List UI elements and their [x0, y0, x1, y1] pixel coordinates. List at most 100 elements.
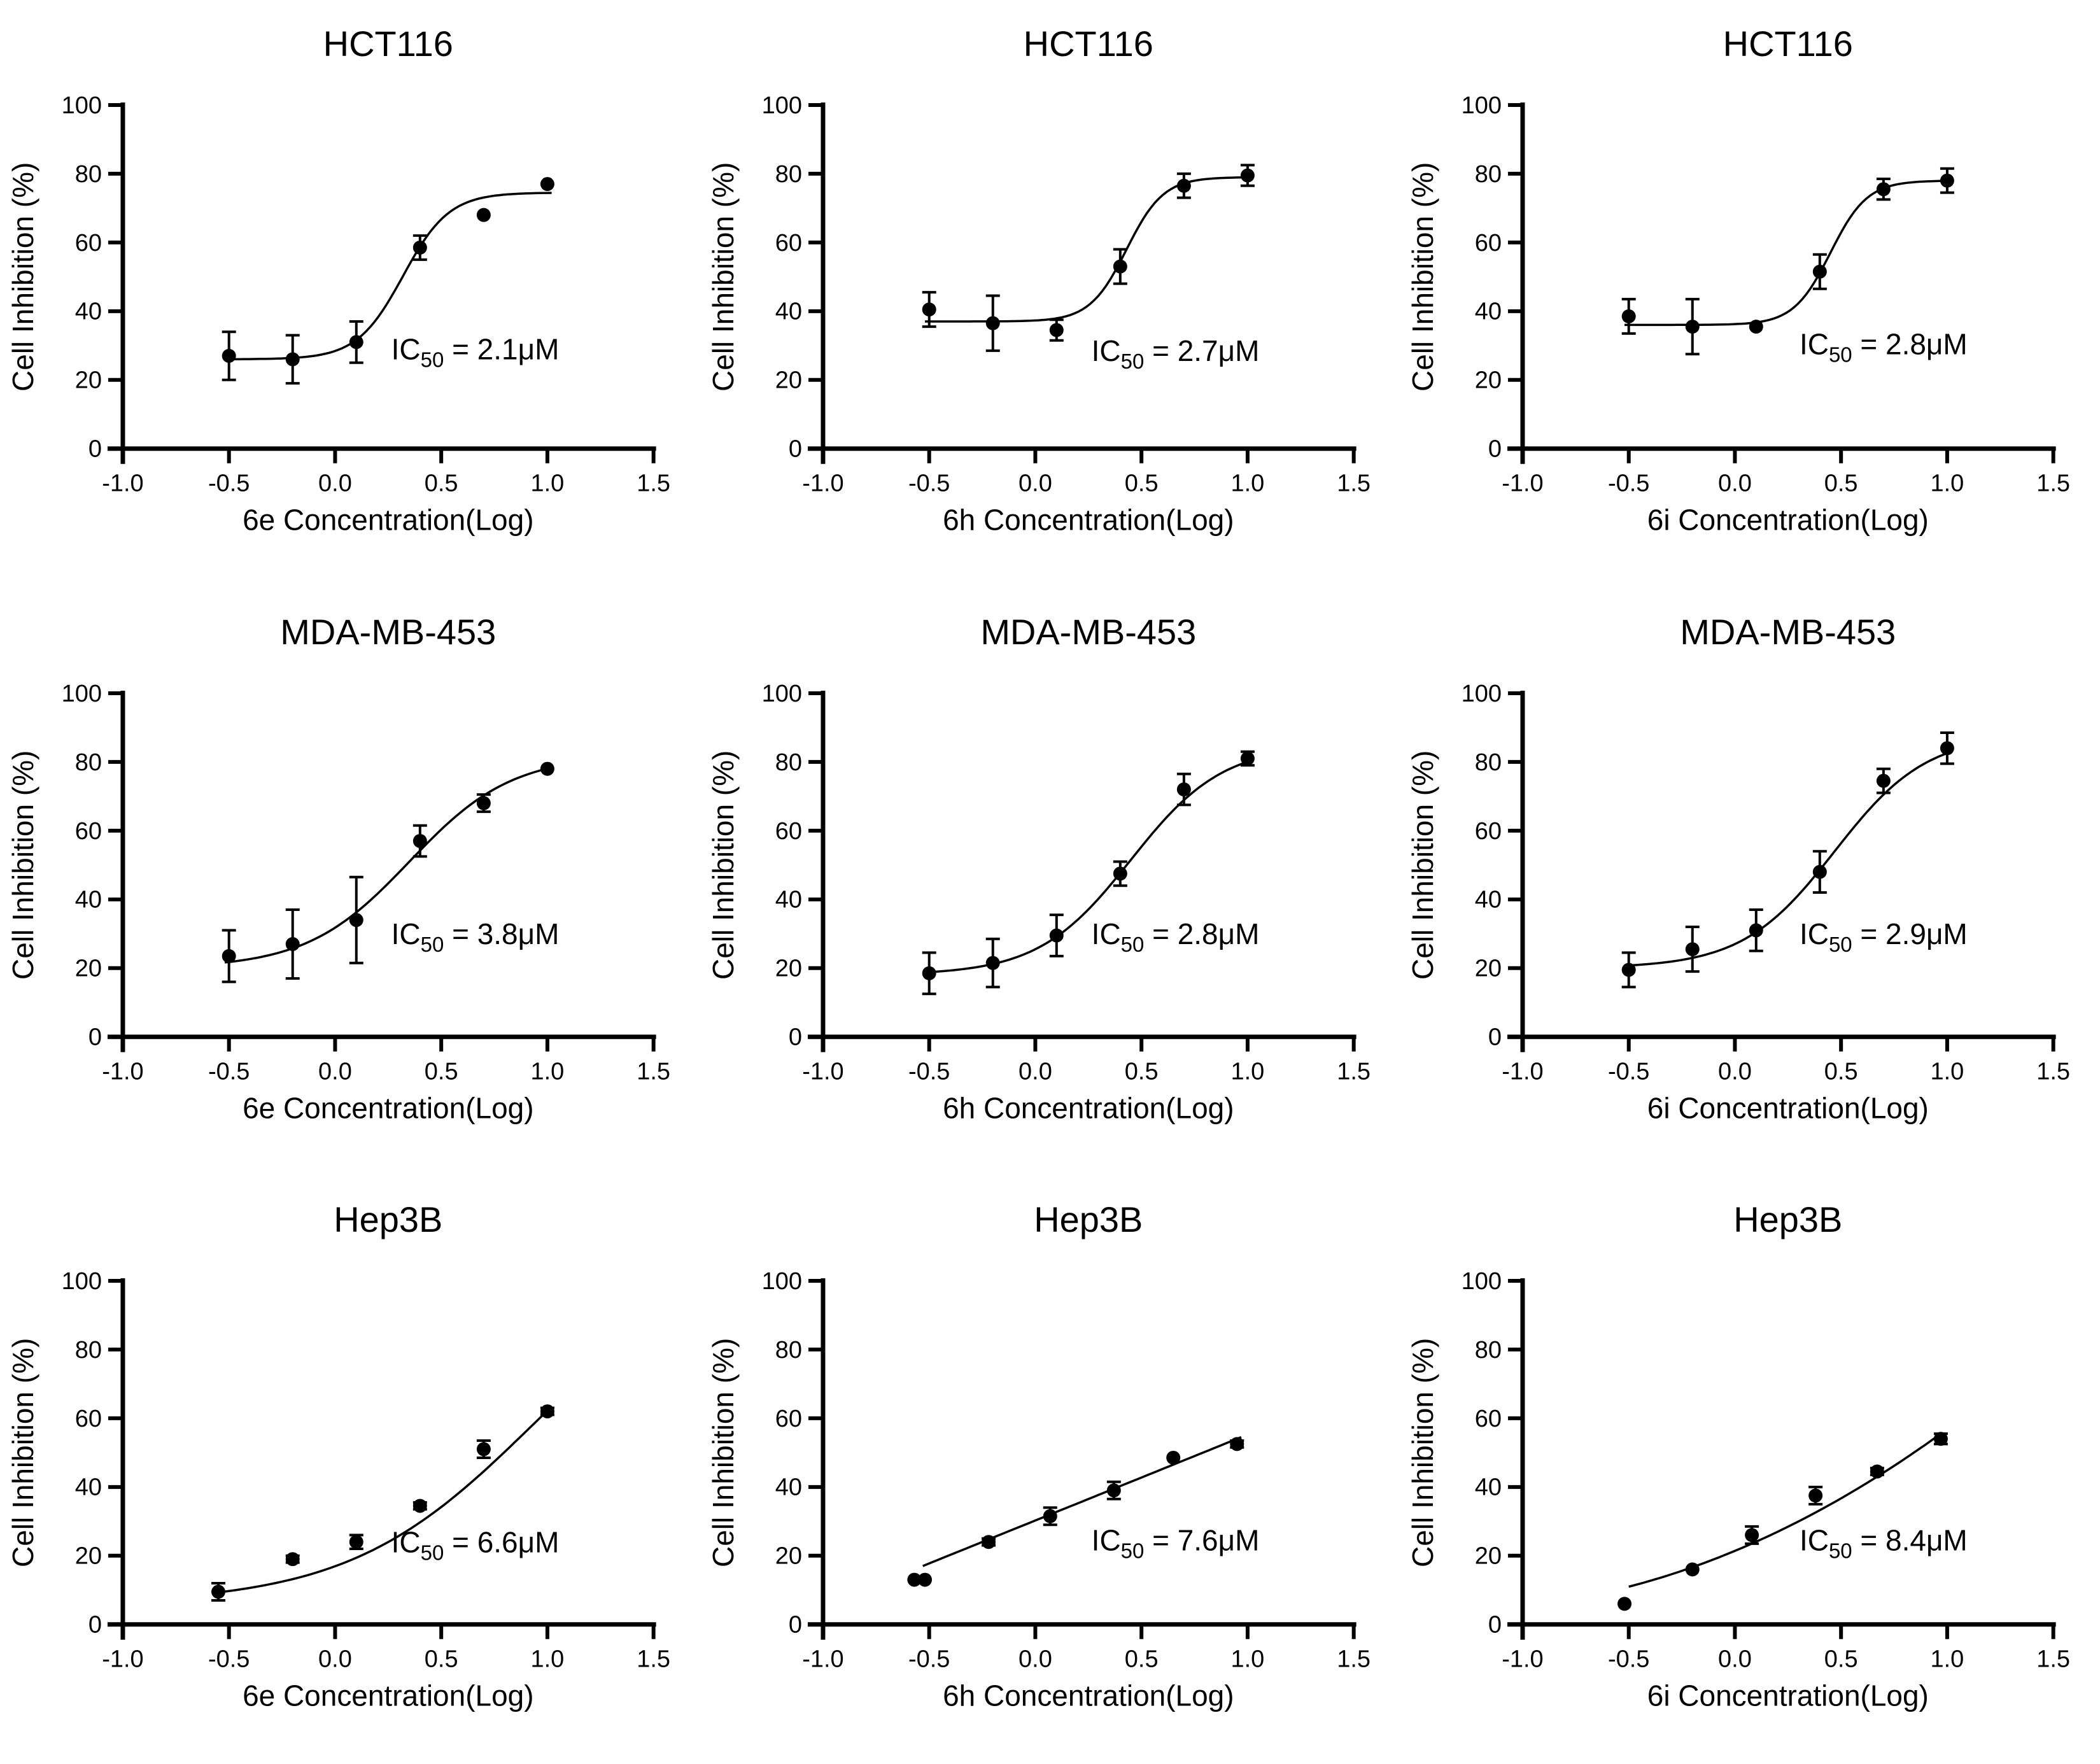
y-tick-label: 80 — [1475, 161, 1502, 188]
y-tick-label: 100 — [62, 92, 102, 119]
fit-curve — [229, 192, 552, 361]
dose-response-chart: Hep3B -1.0 -0.5 0.0 0.5 1.0 1.5 0 20 40 60 80 100 6e … — [6, 1199, 670, 1712]
data-point — [1940, 173, 1955, 188]
y-tick-label: 80 — [1475, 749, 1502, 775]
data-point — [1877, 773, 1891, 788]
y-axis-title: Cell Inhibition (%) — [707, 1338, 740, 1567]
dose-response-chart: MDA-MB-453 -1.0 -0.5 0.0 0.5 1.0 1.5 0 20 40 60 80 1… — [1406, 612, 2071, 1125]
y-tick-label: 40 — [75, 299, 102, 325]
data-point — [1106, 1483, 1121, 1498]
y-tick-label: 0 — [88, 436, 102, 463]
y-tick-label: 20 — [1475, 955, 1502, 982]
ic50-annotation: IC50 = 2.1μM — [391, 332, 560, 371]
x-tick-label: -1.0 — [1502, 1058, 1544, 1085]
ic50-annotation: IC50 = 2.8μM — [1091, 917, 1259, 956]
x-tick-label: 1.5 — [2037, 1646, 2071, 1673]
data-point — [1049, 323, 1064, 337]
data-point — [1240, 168, 1255, 183]
x-tick-label: 1.5 — [637, 1646, 670, 1673]
x-tick-label: -1.0 — [802, 470, 843, 497]
y-tick-label: 40 — [75, 1474, 102, 1501]
y-tick-label: 0 — [1488, 436, 1502, 463]
y-tick-label: 40 — [1475, 1474, 1502, 1501]
y-tick-label: 0 — [789, 1612, 802, 1639]
x-axis-title: 6i Concentration(Log) — [1647, 1091, 1929, 1124]
x-tick-label: 0.5 — [1124, 1646, 1158, 1673]
dose-response-chart: MDA-MB-453 -1.0 -0.5 0.0 0.5 1.0 1.5 0 20 40 60 80 1… — [707, 612, 1371, 1125]
y-tick-label: 100 — [62, 681, 102, 707]
y-tick-label: 100 — [1462, 1268, 1502, 1295]
y-tick-label: 100 — [761, 681, 801, 707]
x-tick-label: -0.5 — [208, 1646, 250, 1673]
data-point — [1166, 1451, 1180, 1465]
data-point — [985, 956, 1000, 970]
fit-curve — [1624, 180, 1948, 327]
data-point — [1745, 1528, 1759, 1542]
subplot: MDA-MB-453 -1.0 -0.5 0.0 0.5 1.0 1.5 0 20 40 60 80 1… — [700, 588, 1400, 1176]
x-tick-label: 0.0 — [1018, 470, 1052, 497]
data-point — [922, 966, 936, 980]
y-tick-label: 100 — [62, 1268, 102, 1295]
x-tick-label: 1.5 — [2037, 1058, 2071, 1085]
ic50-annotation: IC50 = 7.6μM — [1091, 1524, 1259, 1563]
y-tick-label: 60 — [1475, 230, 1502, 257]
x-tick-label: -1.0 — [1502, 470, 1544, 497]
x-tick-label: 1.0 — [531, 470, 565, 497]
y-tick-label: 20 — [75, 955, 102, 982]
y-axis-title: Cell Inhibition (%) — [1406, 1338, 1439, 1567]
y-tick-label: 60 — [75, 1406, 102, 1432]
y-tick-label: 20 — [1475, 1543, 1502, 1570]
data-point — [1808, 1488, 1823, 1503]
y-tick-label: 60 — [1475, 1406, 1502, 1432]
y-tick-label: 20 — [75, 1543, 102, 1570]
x-tick-label: 0.0 — [1718, 470, 1752, 497]
chart-title: MDA-MB-453 — [1681, 612, 1896, 652]
x-tick-label: 1.0 — [531, 1058, 565, 1085]
x-tick-label: -0.5 — [1608, 1646, 1649, 1673]
x-tick-label: 0.5 — [425, 1058, 458, 1085]
fit-curve — [922, 1436, 1242, 1567]
x-tick-label: -0.5 — [1608, 470, 1649, 497]
y-tick-label: 40 — [1475, 299, 1502, 325]
subplot: Hep3B -1.0 -0.5 0.0 0.5 1.0 1.5 0 20 40 60 80 100 6i … — [1400, 1176, 2100, 1764]
fit-curve — [218, 1406, 553, 1594]
x-tick-label: 1.5 — [2037, 470, 2071, 497]
x-tick-label: 0.0 — [1718, 1646, 1752, 1673]
y-tick-label: 80 — [775, 749, 801, 775]
x-tick-label: -0.5 — [908, 470, 950, 497]
x-tick-label: 1.5 — [637, 1058, 670, 1085]
y-axis-title: Cell Inhibition (%) — [707, 750, 740, 979]
y-tick-label: 0 — [88, 1024, 102, 1050]
y-tick-label: 20 — [775, 367, 801, 394]
data-point — [1229, 1437, 1244, 1451]
subplot: MDA-MB-453 -1.0 -0.5 0.0 0.5 1.0 1.5 0 20 40 60 80 1… — [0, 588, 700, 1176]
x-tick-label: -1.0 — [102, 1058, 143, 1085]
x-tick-label: 1.5 — [1337, 470, 1371, 497]
data-point — [1622, 309, 1637, 323]
chart-title: Hep3B — [1034, 1199, 1143, 1239]
chart-title: Hep3B — [334, 1199, 442, 1239]
data-point — [985, 316, 1000, 330]
data-point — [1686, 942, 1700, 956]
y-axis-title: Cell Inhibition (%) — [1406, 750, 1439, 979]
x-tick-label: 0.0 — [1718, 1058, 1752, 1085]
data-point — [349, 335, 363, 349]
x-tick-label: -1.0 — [802, 1058, 843, 1085]
data-point — [285, 936, 300, 951]
data-point — [476, 796, 491, 810]
data-point — [1113, 259, 1127, 274]
y-tick-label: 40 — [775, 1474, 801, 1501]
data-point — [1176, 178, 1191, 193]
y-tick-label: 60 — [775, 817, 801, 844]
x-tick-label: 0.0 — [318, 1646, 352, 1673]
ic50-annotation: IC50 = 3.8μM — [391, 917, 560, 956]
y-tick-label: 0 — [88, 1612, 102, 1639]
data-point — [907, 1572, 922, 1587]
ic50-annotation: IC50 = 2.9μM — [1800, 917, 1968, 956]
data-point — [1870, 1464, 1885, 1479]
y-tick-label: 100 — [761, 92, 801, 119]
y-tick-label: 100 — [1462, 681, 1502, 707]
y-axis-title: Cell Inhibition (%) — [1406, 162, 1439, 392]
y-tick-label: 80 — [1475, 1337, 1502, 1364]
x-tick-label: 1.0 — [1931, 470, 1964, 497]
